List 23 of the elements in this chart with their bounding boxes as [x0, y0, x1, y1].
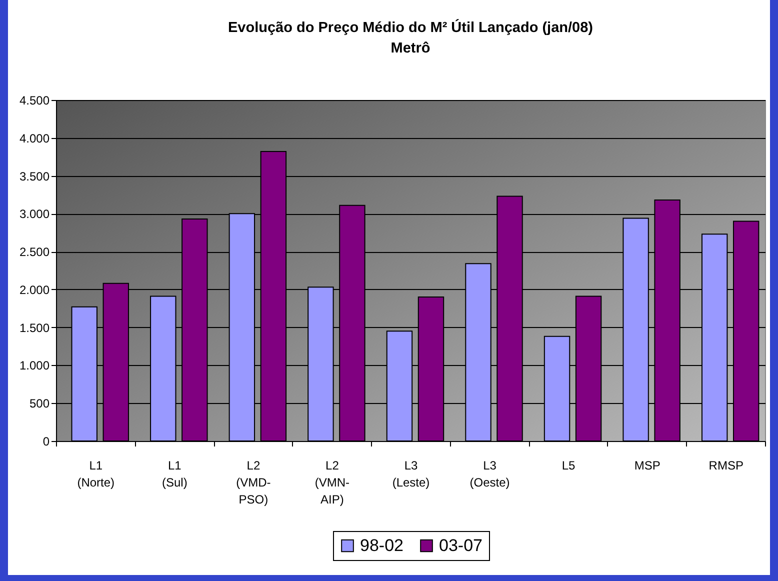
x-tick-label: L3 (Oeste)	[470, 458, 510, 490]
y-tick-label: 1.500	[19, 320, 50, 335]
x-tick-label: L1 (Sul)	[162, 458, 188, 490]
y-tick-label: 2.000	[19, 282, 50, 297]
x-tick-label: L3 (Leste)	[392, 458, 430, 490]
legend-label: 98-02	[360, 536, 404, 555]
y-tick-label: 3.000	[19, 207, 50, 222]
chart-subtitle: Metrô	[390, 40, 430, 56]
x-tick-label: L5	[562, 458, 576, 472]
y-tick-label: 500	[29, 396, 50, 411]
y-tick-label: 2.500	[19, 245, 50, 260]
y-tick-label: 1.000	[19, 358, 50, 373]
chart-title: Evolução do Preço Médio do M² Útil Lançado (jan/08)	[228, 19, 594, 36]
y-tick-label: 3.500	[19, 169, 50, 184]
x-tick-label: L2 (VMN-AIP)	[314, 458, 350, 506]
y-tick-label: 4.500	[19, 94, 50, 108]
y-tick-label: 0	[42, 434, 50, 448]
x-tick-label: L2 (VMD-PSO)	[236, 458, 271, 506]
x-tick-label: L1 (Norte)	[77, 458, 115, 490]
x-tick-label: RMSP	[708, 458, 744, 472]
x-tick-label: MSP	[634, 458, 660, 472]
legend-label: 03-07	[439, 536, 482, 555]
y-tick-label: 4.000	[19, 131, 50, 146]
